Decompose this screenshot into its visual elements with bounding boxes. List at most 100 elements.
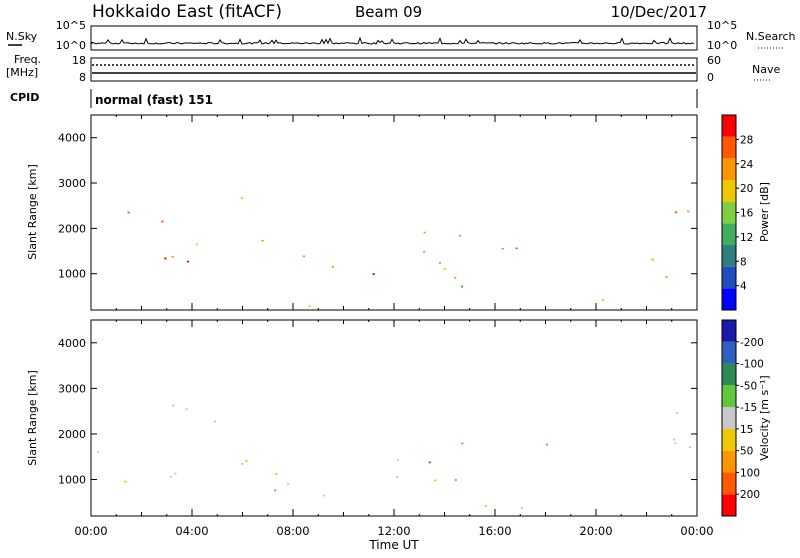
nsky-panel-frame (90, 25, 698, 51)
power-cell (461, 285, 464, 288)
nsky-label: N.Sky (6, 30, 38, 43)
freq-left-tick-bottom: 8 (79, 71, 86, 84)
date-label: 10/Dec/2017 (611, 3, 707, 21)
velocity-colorbar-tick-label: -50 (740, 380, 757, 392)
power-region (164, 255, 189, 263)
freq-right-tick-top: 60 (707, 54, 721, 67)
power-ytick-label: 1000 (58, 268, 86, 281)
velocity-cell (673, 438, 676, 441)
power-colorbar-tick-label: 4 (740, 281, 747, 293)
velocity-cell (241, 463, 244, 465)
velocity-colorbar-tick-label: 200 (740, 489, 760, 501)
power-cell (438, 262, 441, 264)
power-region (454, 276, 457, 279)
x-axis-label: Time UT (368, 538, 419, 552)
power-region (331, 266, 375, 275)
power-cell (443, 268, 446, 270)
velocity-cell (688, 446, 692, 448)
nave-label: Nave (752, 63, 780, 76)
power-region (651, 210, 690, 278)
velocity-colorbar-swatch (722, 341, 736, 364)
freq-label: Freq. (14, 53, 41, 66)
power-ytick-label: 3000 (58, 177, 86, 190)
nsky-trace-line (91, 36, 695, 45)
velocity-cell (674, 442, 677, 445)
velocity-cell (213, 420, 217, 423)
velocity-cell (428, 461, 431, 464)
velocity-cell (172, 404, 175, 407)
velocity-cell (454, 479, 457, 481)
power-colorbar-tick-label: 20 (740, 183, 753, 195)
power-cell (302, 255, 305, 258)
nsky-right-tick-top: 10^5 (707, 19, 737, 32)
velocity-data-layer (97, 404, 692, 509)
freq-unit-label: [MHz] (6, 66, 38, 79)
velocity-region (97, 404, 248, 483)
velocity-cell (545, 443, 548, 446)
nsky-trace (91, 36, 695, 45)
nsky-right-tick-bottom: 10^0 (707, 39, 737, 52)
power-colorbar-tick-label: 24 (740, 159, 754, 171)
velocity-colorbar-tick-label: -200 (740, 337, 764, 349)
velocity-cell (396, 476, 399, 478)
power-cell (665, 276, 668, 278)
power-cell (651, 258, 654, 261)
power-cell (240, 197, 243, 200)
xtick-label: 00:00 (74, 524, 107, 538)
xtick-label: 20:00 (579, 524, 612, 538)
velocity-cell (124, 480, 127, 483)
power-axes: 1000 2000 3000 4000 (58, 115, 698, 310)
power-colorbar-tick-label: 12 (740, 232, 753, 244)
power-cell (186, 260, 189, 263)
xtick-label: 00:00 (680, 524, 713, 538)
velocity-cell (322, 494, 326, 497)
plot-title: Hokkaido East (fitACF) (92, 2, 282, 22)
velocity-colorbar-swatch (722, 472, 736, 495)
velocity-region (396, 442, 548, 481)
power-cell (423, 231, 426, 234)
power-colorbar-swatch (722, 266, 736, 289)
power-cell (423, 250, 426, 253)
power-cell (127, 211, 130, 214)
velocity-ylabel: Slant Range [km] (26, 370, 39, 466)
velocity-colorbar-swatch (722, 320, 736, 342)
velocity-region (484, 505, 523, 509)
power-ytick-label: 4000 (58, 132, 86, 145)
power-cell (515, 247, 518, 250)
velocity-cell (520, 507, 523, 509)
power-colorbar-label: Power [dB] (758, 182, 771, 242)
power-region (261, 239, 264, 242)
freq-right-tick-bottom: 0 (707, 71, 714, 84)
power-colorbar-swatch (722, 180, 736, 202)
velocity-region (434, 479, 437, 482)
power-cell (261, 239, 264, 242)
velocity-cell (434, 479, 437, 482)
velocity-colorbar-tick-label: 15 (740, 424, 753, 436)
xtick-label: 12:00 (377, 524, 410, 538)
velocity-colorbar-swatch (722, 494, 736, 516)
power-data-layer (127, 197, 690, 308)
velocity-axes: 1000 2000 3000 4000 00:00 04:00 08:00 12:00 16:0… (58, 320, 714, 538)
velocity-ytick-label: 4000 (58, 337, 86, 350)
velocity-cell (287, 482, 290, 485)
power-region (423, 231, 518, 288)
velocity-colorbar-swatch (722, 407, 736, 429)
velocity-colorbar-tick-label: 50 (740, 446, 753, 458)
power-cell (372, 273, 375, 275)
cpid-label: CPID (10, 91, 39, 104)
power-colorbar-tick-label: 8 (740, 256, 747, 268)
velocity-cell (461, 442, 464, 445)
power-region (240, 197, 243, 200)
velocity-colorbar-tick-label: 100 (740, 467, 760, 479)
power-colorbar: 4 8 12 16 20 24 28 (721, 114, 754, 311)
velocity-cell (275, 473, 278, 475)
velocity-colorbar-swatch (722, 428, 736, 451)
power-colorbar-swatch (722, 136, 736, 159)
power-cell (674, 211, 677, 214)
velocity-cell (169, 475, 172, 478)
power-cell (164, 257, 167, 260)
velocity-ytick-label: 1000 (58, 474, 86, 487)
power-cell (195, 243, 198, 246)
velocity-ytick-label: 3000 (58, 382, 86, 395)
